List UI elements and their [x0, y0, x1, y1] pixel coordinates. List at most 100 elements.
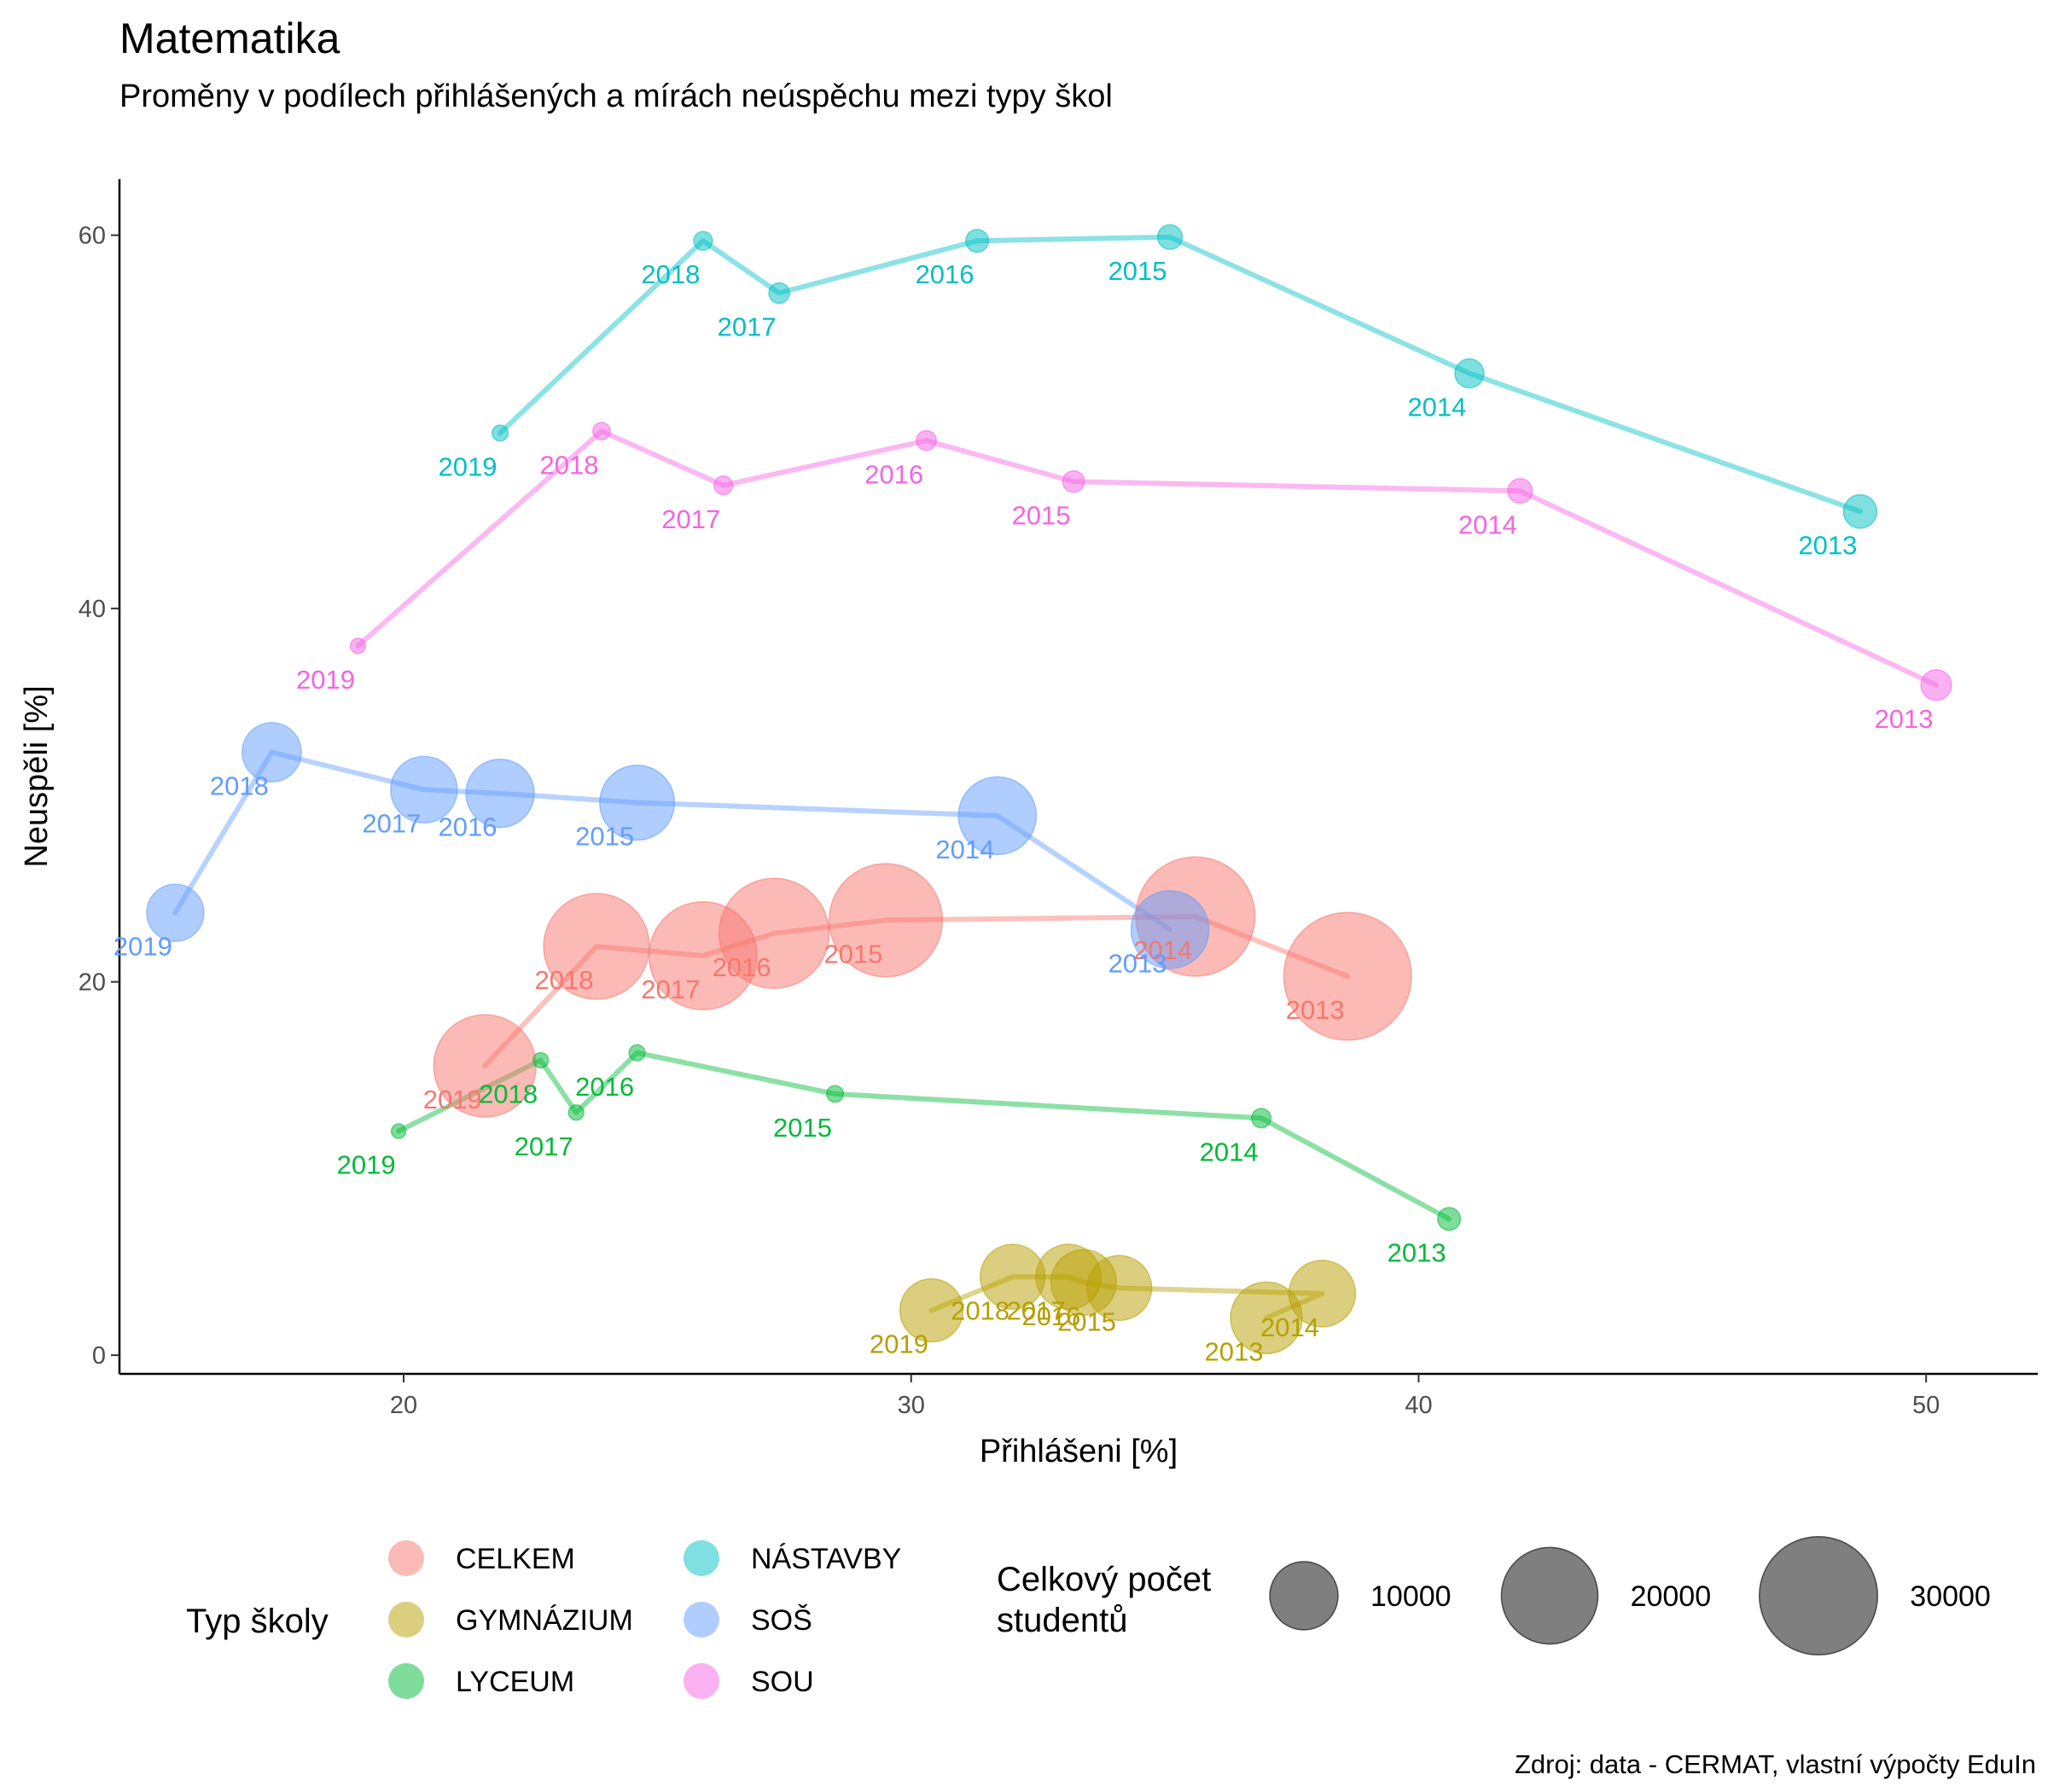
x-tick-label: 50 — [1912, 1392, 1940, 1419]
legend-color-label: GYMNÁZIUM — [456, 1604, 633, 1637]
data-point — [349, 637, 367, 655]
data-point — [828, 863, 944, 978]
legend-color-key — [684, 1663, 719, 1699]
data-point — [899, 1277, 964, 1343]
legend-size-label: 10000 — [1370, 1580, 1452, 1613]
data-point — [1130, 890, 1210, 969]
data-point — [979, 1243, 1046, 1310]
legend-color-label: NÁSTAVBY — [751, 1543, 901, 1575]
legend: Typ školy CELKEM GYMNÁZIUM LYCEUM NÁSTAVBY SO… — [186, 1535, 1991, 1699]
data-point — [713, 475, 734, 496]
year-label: 2018 — [539, 450, 598, 480]
axes: 20 30 40 50 0 20 40 60 Přihlášeni [%] Neuspěli [%… — [19, 179, 2038, 1469]
year-label: 2014 — [935, 835, 994, 864]
year-label: 2014 — [1407, 393, 1466, 422]
data-point — [1251, 1108, 1272, 1129]
data-point — [825, 1085, 845, 1103]
data-point — [532, 1051, 550, 1069]
year-label: 2017 — [718, 311, 777, 341]
year-label: 2014 — [1458, 509, 1517, 539]
year-label: 2018 — [479, 1079, 538, 1109]
year-label: 2015 — [1057, 1306, 1116, 1336]
series-points — [146, 224, 1952, 1355]
data-point — [599, 765, 676, 841]
year-label: 2015 — [1012, 500, 1071, 530]
year-label: 2014 — [1200, 1137, 1259, 1167]
data-point — [1156, 224, 1184, 250]
data-point — [768, 282, 790, 305]
data-point — [1062, 469, 1085, 493]
year-label: 2016 — [1021, 1301, 1080, 1331]
x-axis-title: Přihlášeni [%] — [980, 1434, 1178, 1469]
data-point — [1920, 669, 1952, 701]
y-tick-label: 60 — [79, 223, 106, 250]
year-label: 2017 — [661, 504, 720, 534]
data-point — [390, 755, 458, 824]
year-label: 2019 — [296, 665, 355, 695]
data-point — [628, 1044, 646, 1062]
x-tick-label: 20 — [390, 1392, 417, 1419]
year-label: 2016 — [916, 259, 975, 289]
legend-color-key — [388, 1663, 424, 1699]
year-label: 2018 — [535, 965, 594, 995]
year-label: 2013 — [1388, 1237, 1446, 1267]
legend-size-key — [1758, 1535, 1879, 1656]
year-label: 2013 — [1205, 1336, 1264, 1366]
data-point — [592, 422, 611, 441]
data-point — [1842, 494, 1878, 529]
year-label: 2016 — [439, 812, 497, 842]
x-tick-label: 30 — [898, 1392, 925, 1419]
year-label: 2013 — [1108, 948, 1167, 978]
y-tick-label: 20 — [79, 969, 106, 997]
legend-color-label: SOŠ — [751, 1604, 812, 1637]
data-point — [693, 230, 713, 251]
year-label: 2017 — [1007, 1295, 1066, 1325]
data-point — [1437, 1207, 1462, 1231]
legend-color-key — [684, 1602, 719, 1638]
data-point — [390, 1123, 407, 1139]
year-label: 2016 — [575, 1072, 634, 1102]
legend-size-title: Celkový počet — [997, 1561, 1211, 1598]
legend-size-label: 30000 — [1910, 1580, 1991, 1613]
chart-subtitle: Proměny v podílech přihlášených a mírách… — [119, 79, 1113, 114]
legend-color-key — [388, 1540, 424, 1576]
data-point — [1288, 1260, 1357, 1328]
year-label: 2013 — [1875, 704, 1934, 734]
data-point — [567, 1104, 585, 1121]
year-label: 2016 — [713, 952, 771, 982]
year-label: 2013 — [1286, 995, 1345, 1025]
year-label: 2014 — [1260, 1312, 1319, 1342]
legend-size-label: 20000 — [1631, 1580, 1712, 1613]
series-line — [497, 234, 1863, 515]
data-point — [543, 893, 650, 1000]
legend-color-key — [388, 1602, 424, 1638]
data-point — [965, 229, 990, 253]
year-label: 2014 — [1133, 935, 1192, 965]
chart-title: Matematika — [119, 15, 340, 62]
data-point — [957, 776, 1038, 856]
year-label: 2019 — [337, 1150, 396, 1180]
legend-size-key — [1500, 1546, 1599, 1645]
year-labels: 2013201420152016201720182019201320142015… — [113, 256, 1934, 1367]
year-label: 2019 — [423, 1085, 482, 1114]
legend-color-label: CELKEM — [456, 1543, 575, 1575]
year-label: 2019 — [113, 932, 172, 962]
data-point — [146, 883, 205, 942]
legend-size-title: studentů — [997, 1602, 1127, 1639]
y-tick-label: 0 — [92, 1342, 106, 1370]
year-label: 2015 — [824, 939, 883, 969]
legend-color-key — [684, 1540, 719, 1576]
year-label: 2017 — [362, 808, 421, 838]
year-label: 2015 — [575, 822, 634, 852]
data-point — [241, 722, 302, 783]
year-label: 2018 — [641, 259, 700, 289]
legend-color-label: SOU — [751, 1666, 814, 1698]
year-label: 2017 — [641, 975, 700, 1004]
legend-color-label: LYCEUM — [456, 1666, 574, 1698]
legend-size-key — [1269, 1561, 1339, 1631]
x-tick-label: 40 — [1405, 1392, 1432, 1419]
data-point — [1507, 478, 1533, 504]
year-label: 2013 — [1798, 530, 1857, 560]
y-tick-label: 40 — [79, 596, 106, 623]
